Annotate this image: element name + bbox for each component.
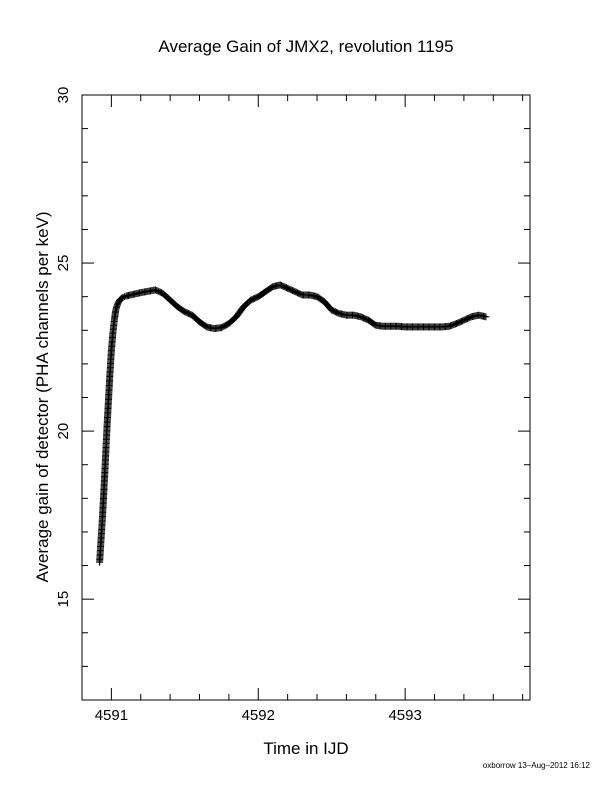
data-point	[482, 313, 490, 321]
y-tick-label: 20	[55, 423, 72, 440]
y-tick-label: 30	[55, 87, 72, 104]
footer-stamp: oxborrow 13–Aug–2012 16:12	[482, 761, 590, 770]
y-axis-label: Average gain of detector (PHA channels p…	[33, 211, 52, 582]
x-tick-label: 4593	[388, 707, 421, 724]
plot-frame	[81, 94, 531, 701]
data-points	[96, 281, 490, 566]
y-tick-label: 15	[55, 591, 72, 608]
x-tick-label: 4591	[95, 707, 128, 724]
chart-title: Average Gain of JMX2, revolution 1195	[158, 37, 454, 56]
x-axis-label: Time in IJD	[263, 739, 349, 758]
data-point	[119, 293, 127, 301]
axis-ticks: 15 20 25 30 4591 4592 4593	[55, 87, 530, 724]
x-tick-label: 4592	[242, 707, 275, 724]
y-tick-label: 25	[55, 255, 72, 272]
